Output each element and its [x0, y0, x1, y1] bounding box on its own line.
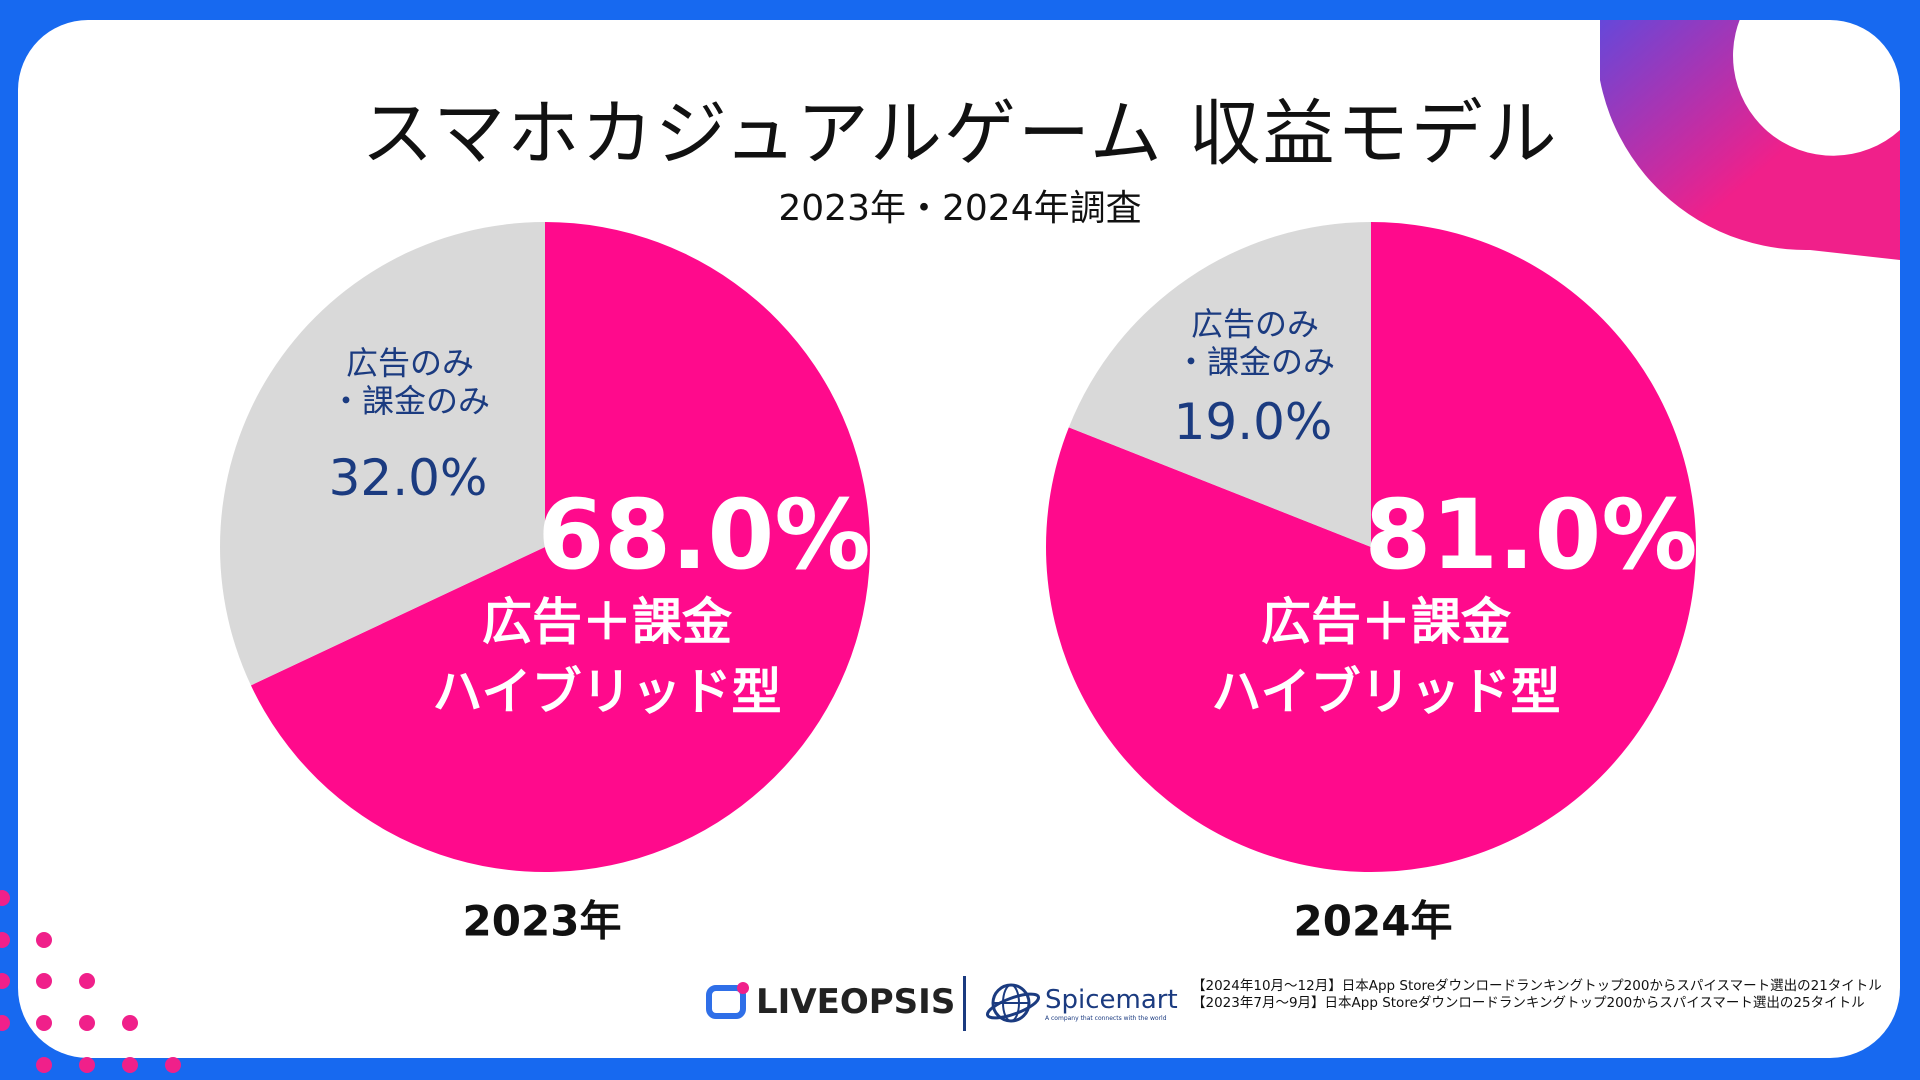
pie-2024-other-value: 19.0%: [1173, 393, 1333, 451]
label-line: ハイブリッド型: [432, 663, 782, 721]
spicemart-tagline: A company that connects with the world: [1045, 1014, 1167, 1022]
pie-2024-other-label: 広告のみ ・課金のみ: [1175, 305, 1335, 381]
label-line: 広告＋課金: [1261, 593, 1511, 651]
pie-2023-other-label: 広告のみ ・課金のみ: [330, 344, 490, 420]
globe-icon: [985, 983, 1041, 1023]
liveopsis-wordmark: LIVEOPSIS: [756, 982, 956, 1022]
page-subtitle: 2023年・2024年調査: [778, 188, 1142, 229]
footnote: 【2024年10月～12月】日本App Storeダウンロードランキングトップ2…: [1192, 978, 1882, 994]
pie-2023-year-label: 2023年: [462, 896, 622, 946]
label-line: 広告のみ: [345, 344, 475, 382]
pie-0-slice-1: [219, 222, 546, 686]
pie-2024-year-label: 2024年: [1293, 896, 1453, 946]
page-title: スマホカジュアルゲーム 収益モデル: [361, 91, 1559, 176]
label-line: ・課金のみ: [329, 382, 491, 420]
label-line: 広告＋課金: [482, 593, 732, 651]
footnote: 【2023年7月～9月】日本App Storeダウンロードランキングトップ200…: [1192, 995, 1865, 1011]
pie-2023-hybrid-label: 広告＋課金 ハイブリッド型: [433, 587, 782, 727]
pie-2023-hybrid-value: 68.0%: [537, 479, 871, 591]
label-line: ・課金のみ: [1174, 343, 1336, 381]
liveopsis-mark-icon: [706, 982, 749, 1019]
pie-0-slice-0: [250, 222, 870, 872]
pie-1-slice-1: [1068, 222, 1371, 547]
pie-2023-other-value: 32.0%: [328, 449, 488, 507]
label-line: 広告のみ: [1190, 305, 1320, 343]
spicemart-logo: Spicemart A company that connects with t…: [985, 980, 1178, 1026]
spicemart-wordmark: Spicemart: [1045, 984, 1178, 1015]
footnotes: 【2024年10月～12月】日本App Storeダウンロードランキングトップ2…: [1192, 978, 1882, 1012]
logo-divider: [963, 976, 966, 1031]
label-line: ハイブリッド型: [1211, 663, 1561, 721]
corner-arc-decoration: [1600, 20, 1900, 260]
pie-2024-hybrid-value: 81.0%: [1364, 479, 1698, 591]
pie-2024-hybrid-label: 広告＋課金 ハイブリッド型: [1212, 587, 1561, 727]
liveopsis-logo: LIVEOPSIS: [706, 982, 955, 1022]
